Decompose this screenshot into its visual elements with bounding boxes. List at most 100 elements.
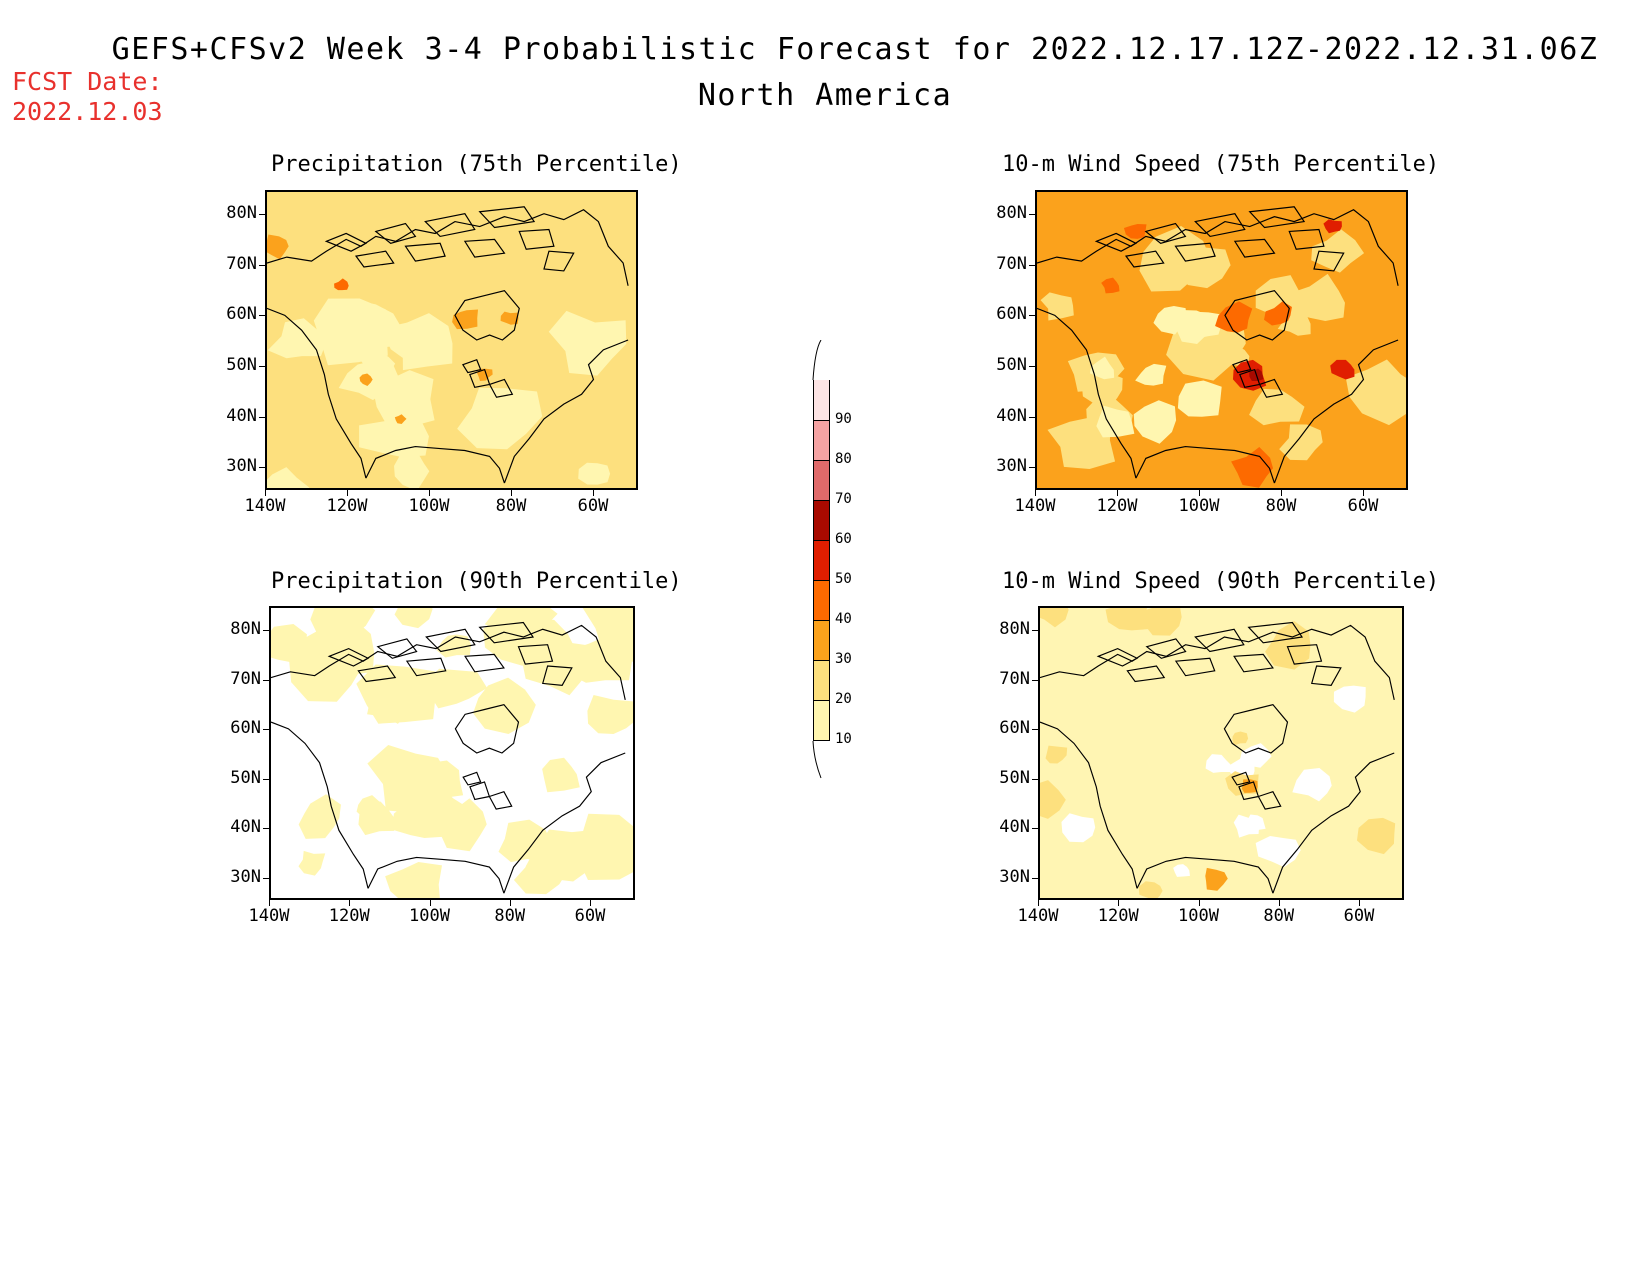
gulf-coastline <box>367 856 505 894</box>
latitude-tick-label: 80N <box>999 619 1030 639</box>
probability-contour-region <box>394 451 430 488</box>
arctic-island-outline <box>1145 638 1187 659</box>
latitude-tick <box>259 416 265 418</box>
arctic-island-outline <box>324 232 368 252</box>
arctic-coastline <box>267 209 629 286</box>
probability-contour-region <box>498 819 552 863</box>
longitude-tick-label: 60W <box>1347 496 1379 516</box>
arctic-island-outline <box>543 250 575 272</box>
latitude-tick-label: 50N <box>996 355 1027 376</box>
arctic-island-outline <box>404 242 446 262</box>
high-probability-region <box>1330 359 1355 380</box>
probability-contour-region <box>1133 400 1177 444</box>
longitude-tick <box>429 900 431 906</box>
atlantic-coastline <box>503 752 626 894</box>
arctic-island-outline <box>518 228 555 250</box>
arctic-island-outline <box>1233 238 1276 258</box>
longitude-tick-label: 100W <box>1178 496 1220 516</box>
longitude-tick-label: 100W <box>409 906 450 926</box>
colorbar-top-cap <box>812 340 822 381</box>
arctic-coastline <box>271 624 626 700</box>
arctic-island-outline <box>1310 665 1342 686</box>
latitude-tick <box>1029 214 1035 215</box>
longitude-tick-label: 120W <box>1097 906 1139 926</box>
probability-contour-region <box>385 861 443 898</box>
arctic-coastline <box>1037 209 1399 286</box>
probability-contour-region <box>427 668 488 709</box>
arctic-island-outline <box>354 250 395 268</box>
latitude-tick-label: 40N <box>999 817 1030 838</box>
arctic-island-outline <box>1094 232 1138 252</box>
latitude-tick <box>263 729 269 730</box>
latitude-tick-label: 30N <box>999 866 1030 887</box>
arctic-island-outline <box>1174 657 1216 677</box>
colorbar-label: 50 <box>835 571 852 587</box>
probability-contour-region <box>1061 813 1096 843</box>
colorbar-label: 90 <box>835 411 852 427</box>
probability-contour-region <box>1135 363 1167 386</box>
probability-contour-region <box>1045 745 1068 764</box>
colorbar-label: 60 <box>835 531 852 547</box>
high-probability-region <box>334 278 349 291</box>
map-canvas <box>1037 192 1406 488</box>
arctic-island-outline <box>374 222 417 244</box>
great-lake-outline <box>461 358 482 374</box>
latitude-tick <box>1032 630 1038 631</box>
longitude-tick <box>593 490 594 496</box>
latitude-tick <box>1029 315 1035 317</box>
longitude-tick-label: 80W <box>1265 496 1297 516</box>
arctic-island-outline <box>1313 250 1345 272</box>
longitude-tick-label: 80W <box>495 496 527 516</box>
colorbar-label: 80 <box>835 451 852 467</box>
arctic-island-outline <box>1286 644 1323 665</box>
region-subtitle: North America <box>697 78 953 113</box>
probability-contour-region <box>1345 359 1406 426</box>
hudson-bay-outline <box>1224 290 1290 341</box>
probability-contour-region <box>394 608 433 629</box>
latitude-tick-label: 80N <box>226 203 257 223</box>
probability-contour-region <box>1255 275 1308 316</box>
probability-contour-region <box>438 798 487 852</box>
probability-contour-region <box>1356 817 1396 855</box>
latitude-tick-label: 70N <box>230 668 261 689</box>
longitude-tick-label: 120W <box>326 496 368 516</box>
latitude-tick-label: 40N <box>230 817 261 838</box>
arctic-island-outline <box>1194 628 1245 653</box>
probability-contour-region <box>1047 417 1116 469</box>
great-lake-outline <box>1231 771 1251 786</box>
panel-title: 10-m Wind Speed (75th Percentile) <box>1002 152 1440 177</box>
map-wind-90 <box>1038 606 1404 900</box>
forecast-date-value: 2022.12.03 <box>12 97 163 126</box>
arctic-island-outline <box>424 213 476 238</box>
latitude-tick-label: 50N <box>999 767 1030 788</box>
latitude-tick-label: 50N <box>226 355 257 376</box>
probability-contour-region <box>387 313 453 371</box>
arctic-island-outline <box>1248 206 1306 229</box>
pacific-coastline <box>1037 307 1137 479</box>
arctic-island-outline <box>1144 222 1187 244</box>
arctic-island-outline <box>1233 653 1274 673</box>
map-canvas <box>1040 608 1402 898</box>
longitude-tick <box>269 900 270 906</box>
colorbar-label: 40 <box>835 611 852 627</box>
latitude-tick <box>1032 778 1038 780</box>
latitude-tick-label: 70N <box>996 253 1027 274</box>
high-probability-region <box>476 368 493 382</box>
probability-contour-region <box>578 462 611 485</box>
probability-contour-region <box>298 794 341 839</box>
high-probability-region <box>500 311 519 325</box>
latitude-tick <box>1029 366 1035 368</box>
probability-contour-region <box>1279 424 1323 461</box>
probability-contour-region <box>1333 685 1366 713</box>
longitude-tick-label: 120W <box>1096 496 1138 516</box>
latitude-tick <box>259 315 265 317</box>
probability-contour-region <box>267 467 310 488</box>
latitude-tick-label: 60N <box>230 718 261 738</box>
arctic-island-outline <box>405 657 447 677</box>
probability-contour-region <box>581 829 633 867</box>
map-wind-75 <box>1035 190 1408 490</box>
pacific-coastline <box>1040 721 1138 889</box>
arctic-island-outline <box>425 628 476 653</box>
gulf-coastline <box>1136 856 1274 894</box>
longitude-tick-label: 140W <box>248 906 290 926</box>
